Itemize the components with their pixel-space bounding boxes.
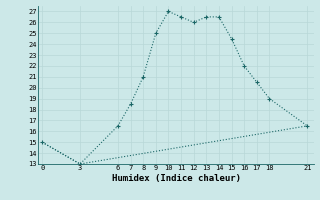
X-axis label: Humidex (Indice chaleur): Humidex (Indice chaleur)	[111, 174, 241, 183]
